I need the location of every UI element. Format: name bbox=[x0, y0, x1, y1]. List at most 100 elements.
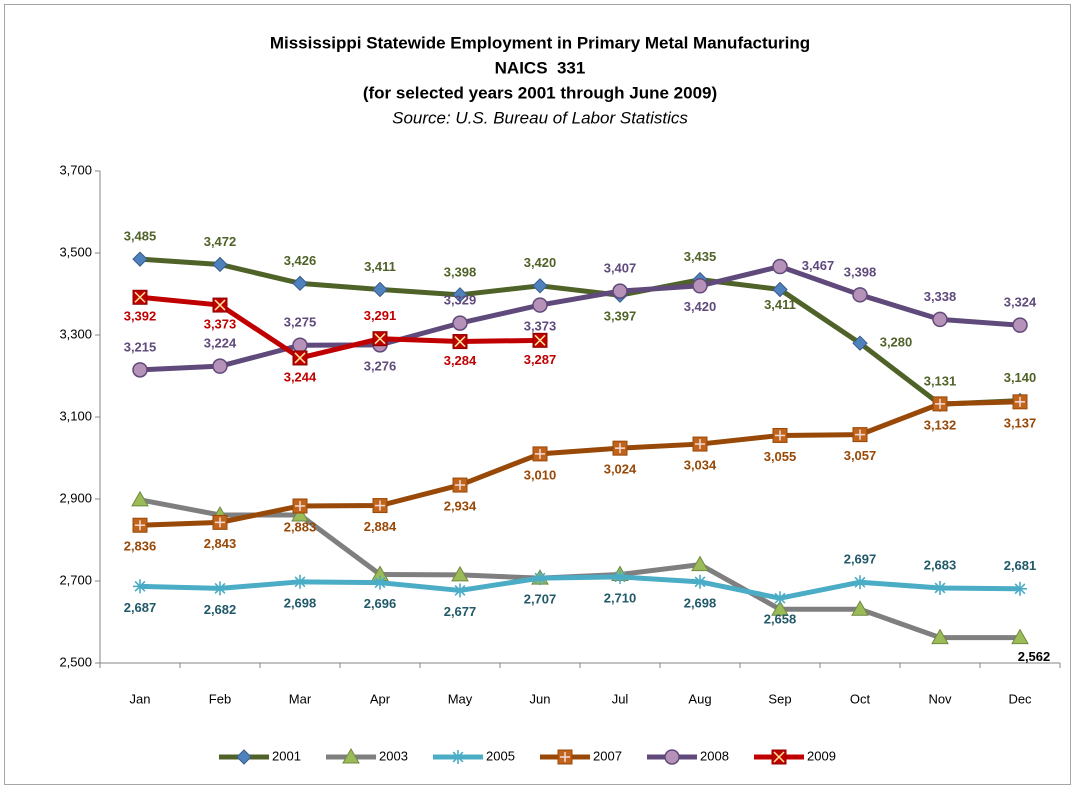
marker bbox=[236, 749, 252, 765]
marker-part bbox=[691, 555, 709, 572]
data-label: 3,420 bbox=[524, 255, 557, 270]
data-label: 3,338 bbox=[924, 289, 957, 304]
data-label: 3,392 bbox=[124, 309, 157, 324]
marker-part bbox=[773, 751, 785, 763]
chart-subtitle: (for selected years 2001 through June 20… bbox=[363, 83, 717, 102]
marker bbox=[533, 571, 547, 586]
series-line bbox=[139, 574, 1021, 601]
marker bbox=[132, 251, 148, 267]
x-tick-label: Mar bbox=[289, 691, 312, 706]
marker bbox=[853, 575, 867, 590]
series-line bbox=[139, 399, 1021, 528]
marker bbox=[212, 514, 228, 530]
marker bbox=[452, 287, 468, 303]
marker-part bbox=[236, 749, 252, 765]
marker bbox=[1013, 581, 1027, 596]
marker bbox=[532, 446, 548, 462]
marker-part bbox=[851, 600, 869, 616]
data-label: 2,687 bbox=[124, 600, 157, 615]
marker bbox=[852, 427, 868, 443]
x-tick-label: Aug bbox=[688, 691, 711, 706]
data-label: 3,472 bbox=[204, 234, 237, 249]
marker bbox=[532, 278, 548, 294]
marker-part bbox=[291, 505, 309, 522]
marker-part bbox=[292, 337, 308, 353]
marker-part bbox=[214, 582, 226, 594]
marker bbox=[132, 517, 148, 533]
marker-part bbox=[212, 256, 228, 273]
chart-subtitle: NAICS 331 bbox=[495, 58, 586, 77]
data-label: 3,131 bbox=[924, 374, 957, 389]
marker bbox=[452, 334, 468, 350]
marker-part bbox=[854, 576, 866, 588]
data-label: 3,055 bbox=[764, 449, 797, 464]
x-tick-label: Nov bbox=[928, 691, 952, 706]
marker bbox=[693, 574, 707, 589]
y-tick-label: 3,500 bbox=[59, 244, 92, 259]
marker bbox=[212, 297, 228, 313]
data-label: 3,280 bbox=[880, 335, 913, 350]
marker bbox=[451, 565, 469, 582]
marker bbox=[292, 498, 308, 514]
data-label: 3,373 bbox=[524, 319, 557, 334]
data-label: 2,883 bbox=[284, 519, 317, 534]
marker bbox=[372, 331, 388, 347]
marker bbox=[133, 579, 147, 594]
data-label: 3,010 bbox=[524, 467, 557, 482]
data-label: 2,884 bbox=[364, 519, 397, 534]
data-label: 2,682 bbox=[204, 602, 237, 617]
marker bbox=[373, 575, 387, 590]
marker bbox=[453, 583, 467, 598]
marker-part bbox=[1014, 583, 1026, 595]
marker-part bbox=[132, 251, 148, 267]
legend-label: 2003 bbox=[379, 748, 408, 763]
x-tick-label: May bbox=[448, 691, 473, 706]
marker bbox=[132, 289, 148, 305]
data-label: 3,034 bbox=[684, 457, 717, 472]
chart-title: Mississippi Statewide Employment in Prim… bbox=[270, 33, 810, 52]
data-label: 3,420 bbox=[684, 299, 717, 314]
marker bbox=[664, 749, 680, 765]
marker-part bbox=[934, 582, 946, 594]
data-label: 3,140 bbox=[1004, 370, 1037, 385]
x-tick-label: Sep bbox=[768, 691, 791, 706]
data-label: 3,224 bbox=[204, 336, 237, 351]
legend-label: 2008 bbox=[700, 748, 729, 763]
marker bbox=[612, 440, 628, 456]
series-line bbox=[139, 294, 541, 361]
y-tick-label: 2,900 bbox=[59, 490, 92, 505]
marker bbox=[213, 581, 227, 596]
marker-part bbox=[852, 335, 868, 351]
data-label: 3,467 bbox=[802, 258, 835, 273]
marker bbox=[772, 281, 788, 298]
marker-part bbox=[1012, 317, 1028, 333]
marker-part bbox=[1011, 628, 1029, 645]
marker-part bbox=[292, 275, 308, 292]
marker-part bbox=[932, 311, 948, 328]
marker-part bbox=[532, 297, 548, 313]
data-label: 3,024 bbox=[604, 462, 637, 477]
data-label: 3,411 bbox=[364, 259, 396, 274]
marker-part bbox=[614, 571, 626, 583]
data-label: 2,562 bbox=[1018, 649, 1051, 664]
marker bbox=[212, 358, 228, 374]
data-label: 3,398 bbox=[844, 264, 877, 279]
marker bbox=[293, 574, 307, 589]
data-label: 3,324 bbox=[1004, 295, 1037, 310]
marker bbox=[772, 427, 788, 443]
marker-part bbox=[534, 334, 546, 346]
marker-part bbox=[694, 576, 706, 588]
marker-part bbox=[692, 278, 708, 294]
marker bbox=[933, 580, 947, 595]
data-label: 3,284 bbox=[444, 353, 477, 368]
marker-part bbox=[294, 352, 306, 364]
data-label: 2,697 bbox=[844, 552, 877, 567]
marker bbox=[692, 436, 708, 452]
data-label: 3,287 bbox=[524, 352, 557, 367]
marker bbox=[613, 569, 627, 584]
data-label: 2,698 bbox=[684, 595, 717, 610]
marker bbox=[931, 628, 949, 645]
series-line bbox=[139, 256, 1021, 407]
marker bbox=[852, 335, 868, 351]
data-label: 3,407 bbox=[604, 261, 637, 276]
